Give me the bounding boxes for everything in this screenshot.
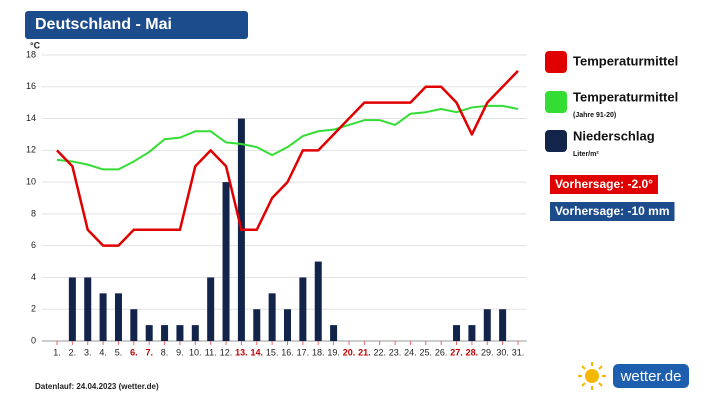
x-tick-label: 4. [99, 347, 107, 357]
chart-title: Deutschland - Mai [35, 16, 172, 33]
annotation-box [550, 202, 675, 221]
bar [68, 277, 76, 341]
bar [253, 309, 261, 341]
x-tick-label: 20. [343, 347, 356, 357]
y-unit: °C [30, 40, 41, 50]
x-tick-label: 16. [281, 347, 294, 357]
y-tick-label: 4 [31, 272, 36, 282]
x-tick-label: 23. [389, 347, 402, 357]
x-tick-label: 2. [69, 347, 77, 357]
bar [268, 293, 276, 341]
x-tick-label: 13. [235, 347, 248, 357]
bar [499, 309, 507, 341]
logo-sun [578, 362, 606, 390]
x-tick-label: 6. [130, 347, 138, 357]
x-tick-label: 8. [161, 347, 169, 357]
x-tick-label: 26. [435, 347, 448, 357]
legend-label: Temperaturmittel [573, 89, 678, 104]
bar [191, 325, 199, 341]
line [56, 70, 519, 247]
x-tick-label: 5. [115, 347, 123, 357]
x-tick-label: 25. [420, 347, 433, 357]
bar [284, 309, 291, 341]
x-tick-label: 29. [481, 347, 494, 357]
bar [207, 277, 215, 341]
bar [161, 325, 169, 341]
legend-note: (Jahre 91-20) [573, 112, 616, 119]
bar [222, 182, 230, 341]
y-tick-label: 14 [26, 113, 36, 123]
annotation: Vorhersage: -2.0° [555, 177, 653, 191]
legend-swatch [545, 51, 567, 73]
x-tick-label: 10. [189, 347, 202, 357]
x-tick-label: 3. [84, 347, 92, 357]
y-tick-label: 10 [26, 176, 36, 186]
logo: wetter.de [620, 368, 682, 385]
x-tick-label: 9. [176, 347, 184, 357]
y-tick-label: 2 [31, 304, 36, 314]
legend-swatch [545, 91, 567, 113]
bar [145, 325, 153, 341]
line [56, 104, 519, 171]
annotation: Vorhersage: -10 mm [555, 204, 670, 218]
legend-label: Temperaturmittel [573, 53, 678, 68]
x-tick-label: 15. [266, 347, 279, 357]
x-tick-label: 12. [220, 347, 233, 357]
x-tick-label: 21. [358, 347, 371, 357]
bar [99, 293, 107, 341]
x-tick-label: 17. [297, 347, 310, 357]
bar [299, 277, 307, 341]
title-box [25, 11, 248, 39]
x-tick-label: 28. [466, 347, 479, 357]
bar [314, 261, 322, 341]
x-tick-label: 1. [53, 347, 61, 357]
y-tick-label: 6 [31, 240, 36, 250]
x-tick-label: 18. [312, 347, 325, 357]
annotation-box [550, 175, 658, 194]
x-tick-label: 14. [251, 347, 264, 357]
bar [84, 277, 92, 341]
x-tick-label: 30. [496, 347, 509, 357]
y-tick-label: 8 [31, 208, 36, 218]
legend-note: Liter/m² [573, 151, 599, 158]
bar [114, 293, 122, 341]
y-tick-label: 16 [26, 81, 36, 91]
x-tick-label: 19. [327, 347, 340, 357]
bar [176, 325, 184, 341]
x-tick-label: 7. [145, 347, 153, 357]
x-tick-label: 24. [404, 347, 417, 357]
bar [130, 309, 138, 341]
y-tick-label: 18 [26, 49, 36, 59]
x-tick-label: 11. [205, 347, 217, 357]
legend-swatch [545, 130, 567, 152]
bar [330, 325, 338, 341]
x-tick-label: 31. [512, 347, 525, 357]
bar [453, 325, 461, 341]
y-tick-label: 0 [31, 335, 36, 345]
legend-label: Niederschlag [573, 128, 655, 143]
logo-box [613, 364, 689, 388]
x-tick-label: 27. [450, 347, 463, 357]
footer: Datenlauf: 24.04.2023 (wetter.de) [35, 382, 159, 391]
y-tick-label: 12 [26, 145, 36, 155]
bar [468, 325, 476, 341]
bar [483, 309, 491, 341]
x-tick-label: 22. [373, 347, 386, 357]
